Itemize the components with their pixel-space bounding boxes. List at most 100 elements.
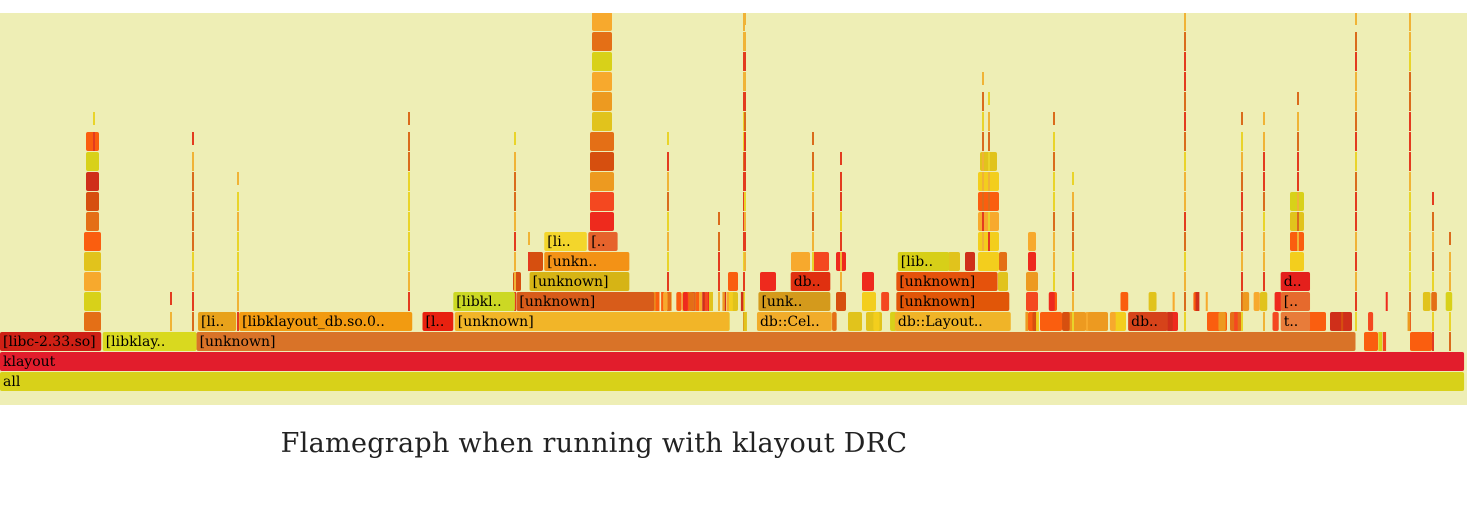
flame-stem[interactable] xyxy=(812,192,814,211)
flame-frame-21[interactable] xyxy=(1280,272,1311,291)
flame-stem[interactable] xyxy=(93,112,95,125)
flame-stem[interactable] xyxy=(1184,132,1186,151)
flame-stem[interactable] xyxy=(1053,172,1055,191)
flame-frame-14[interactable] xyxy=(516,292,655,311)
flame-stem[interactable] xyxy=(1432,272,1434,291)
flame-stem[interactable] xyxy=(1072,312,1074,331)
flame-stem[interactable] xyxy=(1409,32,1411,51)
flame-stem[interactable] xyxy=(667,152,669,171)
flame-frame[interactable] xyxy=(728,272,738,291)
flame-stem[interactable] xyxy=(1072,172,1074,185)
flame-frame[interactable] xyxy=(1062,312,1070,331)
flame-frame[interactable] xyxy=(1205,292,1208,311)
flame-frame[interactable] xyxy=(1234,312,1238,331)
flame-stem[interactable] xyxy=(1409,232,1411,251)
flame-frame[interactable] xyxy=(1368,312,1374,331)
flame-stem[interactable] xyxy=(840,192,842,211)
flame-frame[interactable] xyxy=(86,172,99,191)
flame-frame[interactable] xyxy=(862,292,876,311)
flame-stem[interactable] xyxy=(1297,172,1299,191)
flame-frame[interactable] xyxy=(1272,312,1279,331)
flame-stem[interactable] xyxy=(1184,192,1186,211)
flame-stem[interactable] xyxy=(514,132,516,145)
flame-frame[interactable] xyxy=(592,52,612,71)
flame-stem[interactable] xyxy=(744,72,746,91)
flame-stem[interactable] xyxy=(1355,112,1357,131)
flame-stem[interactable] xyxy=(840,172,842,191)
flame-stem[interactable] xyxy=(1184,72,1186,91)
flame-frame-11[interactable] xyxy=(1128,312,1168,331)
flame-stem[interactable] xyxy=(1184,112,1186,131)
flame-stem[interactable] xyxy=(1409,112,1411,131)
flame-stem[interactable] xyxy=(1449,232,1451,245)
flame-stem[interactable] xyxy=(1263,152,1265,171)
flame-stem[interactable] xyxy=(192,312,194,331)
flame-frame-7[interactable] xyxy=(422,312,454,331)
flame-stem[interactable] xyxy=(1184,212,1186,231)
flame-stem[interactable] xyxy=(1072,232,1074,251)
flame-stem[interactable] xyxy=(1241,232,1243,251)
flame-stem[interactable] xyxy=(1297,92,1299,105)
flame-stem[interactable] xyxy=(744,172,746,191)
flame-stem[interactable] xyxy=(1072,252,1074,271)
flame-frame[interactable] xyxy=(84,252,101,271)
flame-frame[interactable] xyxy=(1290,252,1304,271)
flame-stem[interactable] xyxy=(514,152,516,171)
flame-stem[interactable] xyxy=(1409,132,1411,151)
flame-stem[interactable] xyxy=(812,172,814,191)
flame-stem[interactable] xyxy=(1432,332,1434,351)
flame-stem[interactable] xyxy=(408,132,410,151)
flame-frame-6[interactable] xyxy=(239,312,413,331)
flame-frame[interactable] xyxy=(702,292,705,311)
flame-stem[interactable] xyxy=(1297,212,1299,231)
flame-frame[interactable] xyxy=(592,32,612,51)
flame-stem[interactable] xyxy=(528,232,530,245)
flame-frame[interactable] xyxy=(999,252,1007,271)
flame-frame[interactable] xyxy=(760,272,776,291)
flame-frame-19[interactable] xyxy=(790,272,831,291)
flame-stem[interactable] xyxy=(744,112,746,131)
flame-frame[interactable] xyxy=(740,292,744,311)
flame-stem[interactable] xyxy=(982,72,984,85)
flame-stem[interactable] xyxy=(718,212,720,225)
flame-stem[interactable] xyxy=(1432,312,1434,331)
flame-frame[interactable] xyxy=(1259,292,1268,311)
flame-frame[interactable] xyxy=(592,112,612,131)
flame-frame-9[interactable] xyxy=(756,312,832,331)
flame-frame[interactable] xyxy=(1422,292,1431,311)
flame-frame[interactable] xyxy=(728,292,733,311)
flame-stem[interactable] xyxy=(1184,312,1186,331)
flame-frame[interactable] xyxy=(86,212,99,231)
flame-frame[interactable] xyxy=(590,212,614,231)
flame-frame[interactable] xyxy=(688,292,694,311)
flame-stem[interactable] xyxy=(1297,232,1299,251)
flame-frame-5[interactable] xyxy=(198,312,237,331)
flame-stem[interactable] xyxy=(988,232,990,251)
flame-frame[interactable] xyxy=(1120,292,1129,311)
flame-stem[interactable] xyxy=(192,172,194,191)
flame-frame[interactable] xyxy=(1218,312,1226,331)
flame-frame[interactable] xyxy=(86,192,99,211)
flame-stem[interactable] xyxy=(408,212,410,231)
flame-stem[interactable] xyxy=(718,232,720,251)
flame-stem[interactable] xyxy=(1263,132,1265,151)
flame-stem[interactable] xyxy=(514,252,516,271)
flame-stem[interactable] xyxy=(982,192,984,211)
flame-stem[interactable] xyxy=(718,272,720,291)
flame-frame-13[interactable] xyxy=(453,292,515,311)
flame-stem[interactable] xyxy=(1355,172,1357,191)
flame-stem[interactable] xyxy=(1263,112,1265,125)
flame-frame[interactable] xyxy=(881,292,890,311)
flame-stem[interactable] xyxy=(812,252,814,271)
flame-stem[interactable] xyxy=(1241,132,1243,151)
flame-stem[interactable] xyxy=(1072,292,1074,311)
flame-stem[interactable] xyxy=(1184,232,1186,251)
flame-stem[interactable] xyxy=(1297,192,1299,211)
flame-frame[interactable] xyxy=(1172,292,1175,311)
flame-stem[interactable] xyxy=(408,172,410,191)
flame-frame[interactable] xyxy=(703,292,709,311)
flame-frame[interactable] xyxy=(1025,312,1029,331)
flame-stem[interactable] xyxy=(1355,192,1357,211)
flame-stem[interactable] xyxy=(1297,112,1299,131)
flame-stem[interactable] xyxy=(982,132,984,151)
